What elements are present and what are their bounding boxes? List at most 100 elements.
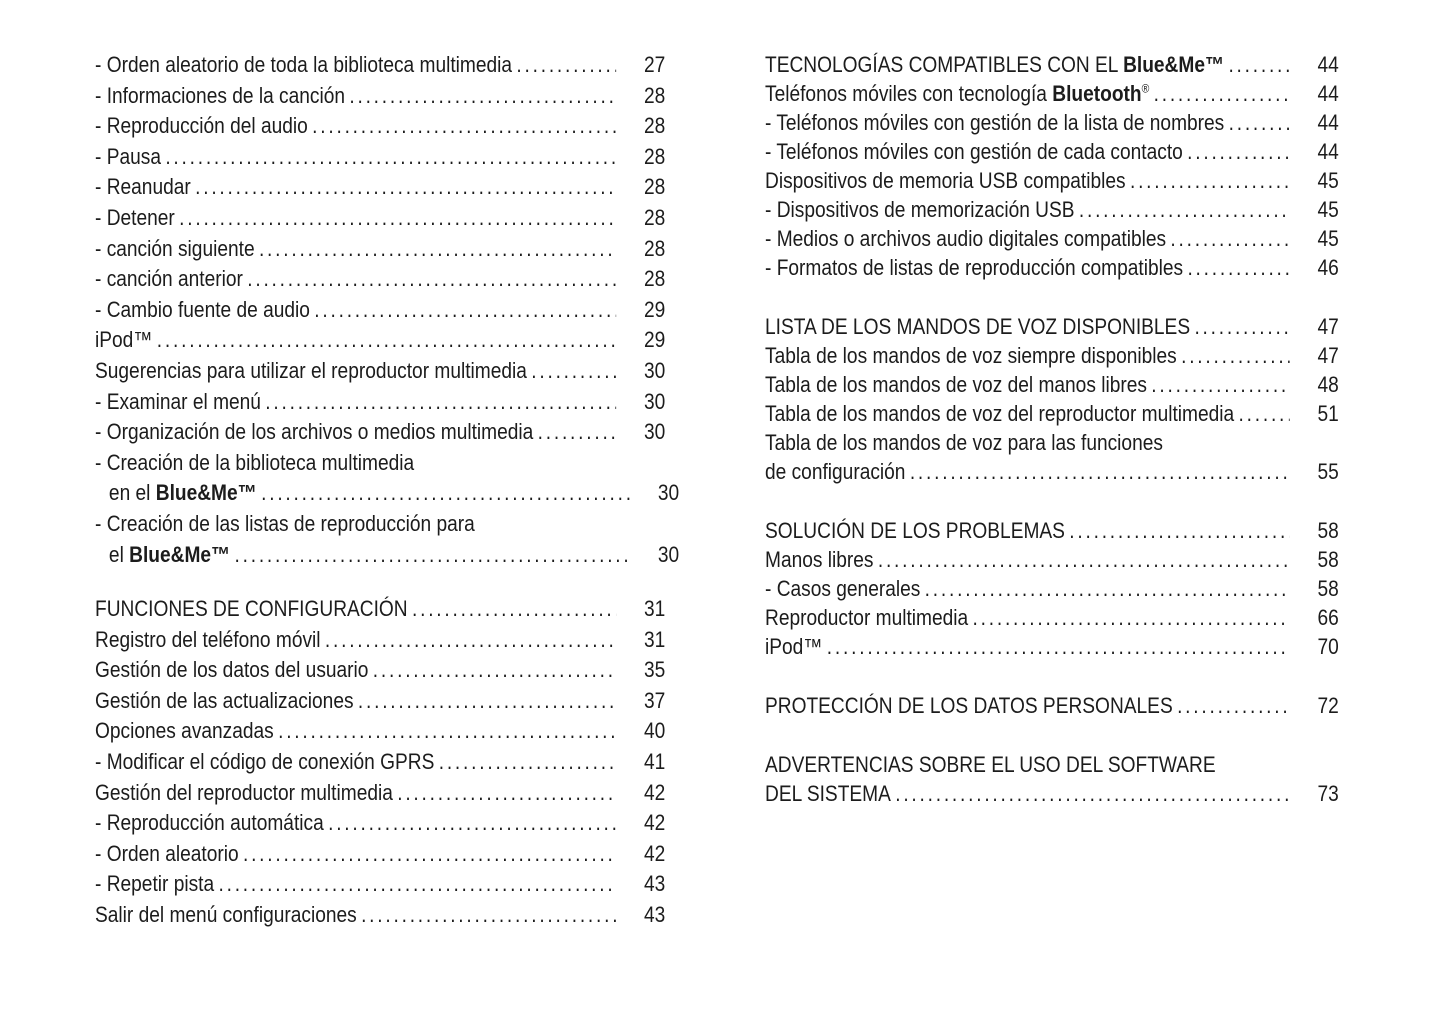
section-gap <box>765 486 1432 516</box>
toc-leader-dots <box>1130 166 1290 195</box>
toc-page-number: 48 <box>1317 372 1339 397</box>
toc-entry-text: - Medios o archivos audio digitales comp… <box>765 226 1167 251</box>
toc-page-number: 44 <box>1317 52 1339 77</box>
toc-entry: - Detener 28 <box>95 203 672 234</box>
toc-leader-dots <box>531 356 616 387</box>
toc-column-left: - Orden aleatorio de toda la biblioteca … <box>95 50 774 931</box>
toc-entry: Registro del teléfono móvil 31 <box>95 625 672 656</box>
toc-entry-label: iPod™ <box>765 632 822 661</box>
toc-page-number: 42 <box>643 779 666 805</box>
toc-leader-dots <box>349 81 616 112</box>
toc-entry-label: - Cambio fuente de audio <box>95 295 310 326</box>
toc-entry-text: - canción siguiente <box>95 235 255 261</box>
toc-page-number: 45 <box>1317 168 1339 193</box>
toc-entry: - Orden aleatorio 42 <box>95 839 672 870</box>
toc-entry: Tabla de los mandos de voz del manos lib… <box>765 370 1345 399</box>
toc-page-number: 28 <box>643 266 666 292</box>
toc-entry: - Repetir pista 43 <box>95 869 672 900</box>
toc-entry-label: PROTECCIÓN DE LOS DATOS PERSONALES <box>765 691 1173 720</box>
toc-entry-label: SOLUCIÓN DE LOS PROBLEMAS <box>765 516 1065 545</box>
toc-leader-dots <box>1229 108 1290 137</box>
toc-entry-text: de configuración <box>765 459 906 484</box>
toc-entry-label: - Reproducción automática <box>95 808 324 839</box>
toc-entry: Reproductor multimedia 66 <box>765 603 1345 632</box>
brand-name-bold: Blue&Me™ <box>1123 52 1225 77</box>
toc-leader-dots <box>973 603 1290 632</box>
toc-entry: - canción siguiente 28 <box>95 234 672 265</box>
toc-section-heading: TECNOLOGÍAS COMPATIBLES CON EL Blue&Me™ 4… <box>765 50 1345 79</box>
toc-entry-label: DEL SISTEMA <box>765 779 891 808</box>
toc-leader-dots <box>361 900 616 931</box>
toc-entry-label: Manos libres <box>765 545 874 574</box>
toc-page-number: 58 <box>1317 518 1339 543</box>
toc-entry: Tabla de los mandos de voz para las func… <box>765 428 1345 457</box>
section-gap <box>765 661 1432 691</box>
toc-entry: - Reproducción automática 42 <box>95 808 672 839</box>
toc-leader-dots <box>1154 79 1290 108</box>
toc-entry-label: - Teléfonos móviles con gestión de cada … <box>765 137 1183 166</box>
toc-leader-dots <box>243 839 616 870</box>
toc-page-number: 28 <box>643 143 666 169</box>
toc-entry: Dispositivos de memoria USB compatibles 4… <box>765 166 1345 195</box>
toc-leader-dots <box>1187 137 1289 166</box>
toc-entry-text: - Modificar el código de conexión GPRS <box>95 749 435 775</box>
toc-entry-label: el Blue&Me™ <box>109 540 230 571</box>
toc-page-number: 70 <box>1317 634 1339 659</box>
toc-entry-text: - Dispositivos de memorización USB <box>765 197 1075 222</box>
toc-page-number: 42 <box>643 810 666 836</box>
toc-page-number: 51 <box>1317 401 1339 426</box>
toc-entry-text: - Creación de la biblioteca multimedia <box>95 449 415 475</box>
toc-entry: Manos libres 58 <box>765 545 1345 574</box>
toc-leader-dots <box>439 747 616 778</box>
toc-entry-label: - canción anterior <box>95 264 243 295</box>
toc-leader-dots <box>1228 50 1289 79</box>
toc-leader-dots <box>397 778 616 809</box>
toc-leader-dots <box>247 264 616 295</box>
toc-leader-dots <box>373 655 616 686</box>
toc-entry-text: - Reanudar <box>95 174 191 200</box>
toc-entry-label: FUNCIONES DE CONFIGURACIÓN <box>95 594 408 625</box>
toc-entry: - Medios o archivos audio digitales comp… <box>765 224 1345 253</box>
toc-entry-label: Gestión del reproductor multimedia <box>95 778 393 809</box>
toc-leader-dots <box>1239 399 1290 428</box>
toc-entry: iPod™ 70 <box>765 632 1345 661</box>
toc-entry: - Orden aleatorio de toda la biblioteca … <box>95 50 672 81</box>
toc-entry: Gestión del reproductor multimedia 42 <box>95 778 672 809</box>
toc-entry: - Reanudar 28 <box>95 172 672 203</box>
toc-page-number: 37 <box>643 687 666 713</box>
toc-entry-text: Gestión de los datos del usuario <box>95 657 369 683</box>
registered-trademark-symbol: ® <box>1141 81 1150 96</box>
toc-entry-label: Teléfonos móviles con tecnología Bluetoo… <box>765 79 1149 108</box>
toc-leader-dots <box>179 203 616 234</box>
toc-entry: Gestión de las actualizaciones 37 <box>95 686 672 717</box>
toc-entry: en el Blue&Me™ 30 <box>95 478 686 509</box>
toc-entry-label: - Detener <box>95 203 175 234</box>
toc-entry-text: - Casos generales <box>765 576 921 601</box>
toc-page-number: 58 <box>1317 547 1339 572</box>
toc-entry-label: iPod™ <box>95 325 152 356</box>
toc-leader-dots <box>195 172 616 203</box>
toc-entry-label: - Creación de la biblioteca multimedia <box>95 448 414 479</box>
toc-entry-label: Tabla de los mandos de voz del manos lib… <box>765 370 1147 399</box>
brand-name-bold: Blue&Me™ <box>129 541 231 567</box>
toc-page-number: 40 <box>643 718 666 744</box>
toc-leader-dots <box>878 545 1290 574</box>
toc-entry-text: PROTECCIÓN DE LOS DATOS PERSONALES <box>765 693 1173 718</box>
toc-leader-dots <box>259 234 616 265</box>
toc-entry-text: Gestión de las actualizaciones <box>95 687 354 713</box>
toc-entry: Sugerencias para utilizar el reproductor… <box>95 356 672 387</box>
toc-entry-text: - Formatos de listas de reproducción com… <box>765 255 1184 280</box>
toc-entry-text: - Examinar el menú <box>95 388 261 414</box>
toc-leader-dots <box>895 779 1289 808</box>
toc-entry-text: - canción anterior <box>95 266 243 292</box>
toc-entry-text: Tabla de los mandos de voz siempre dispo… <box>765 343 1177 368</box>
toc-entry-text: ADVERTENCIAS SOBRE EL USO DEL SOFTWARE <box>765 752 1216 777</box>
toc-page-number: 45 <box>1317 226 1339 251</box>
toc-page-number: 66 <box>1317 605 1339 630</box>
toc-leader-dots <box>516 50 616 81</box>
toc-leader-dots <box>1177 691 1290 720</box>
toc-entry: Tabla de los mandos de voz siempre dispo… <box>765 341 1345 370</box>
toc-entry-text: - Orden aleatorio <box>95 840 239 866</box>
toc-entry-text: - Reproducción del audio <box>95 113 308 139</box>
